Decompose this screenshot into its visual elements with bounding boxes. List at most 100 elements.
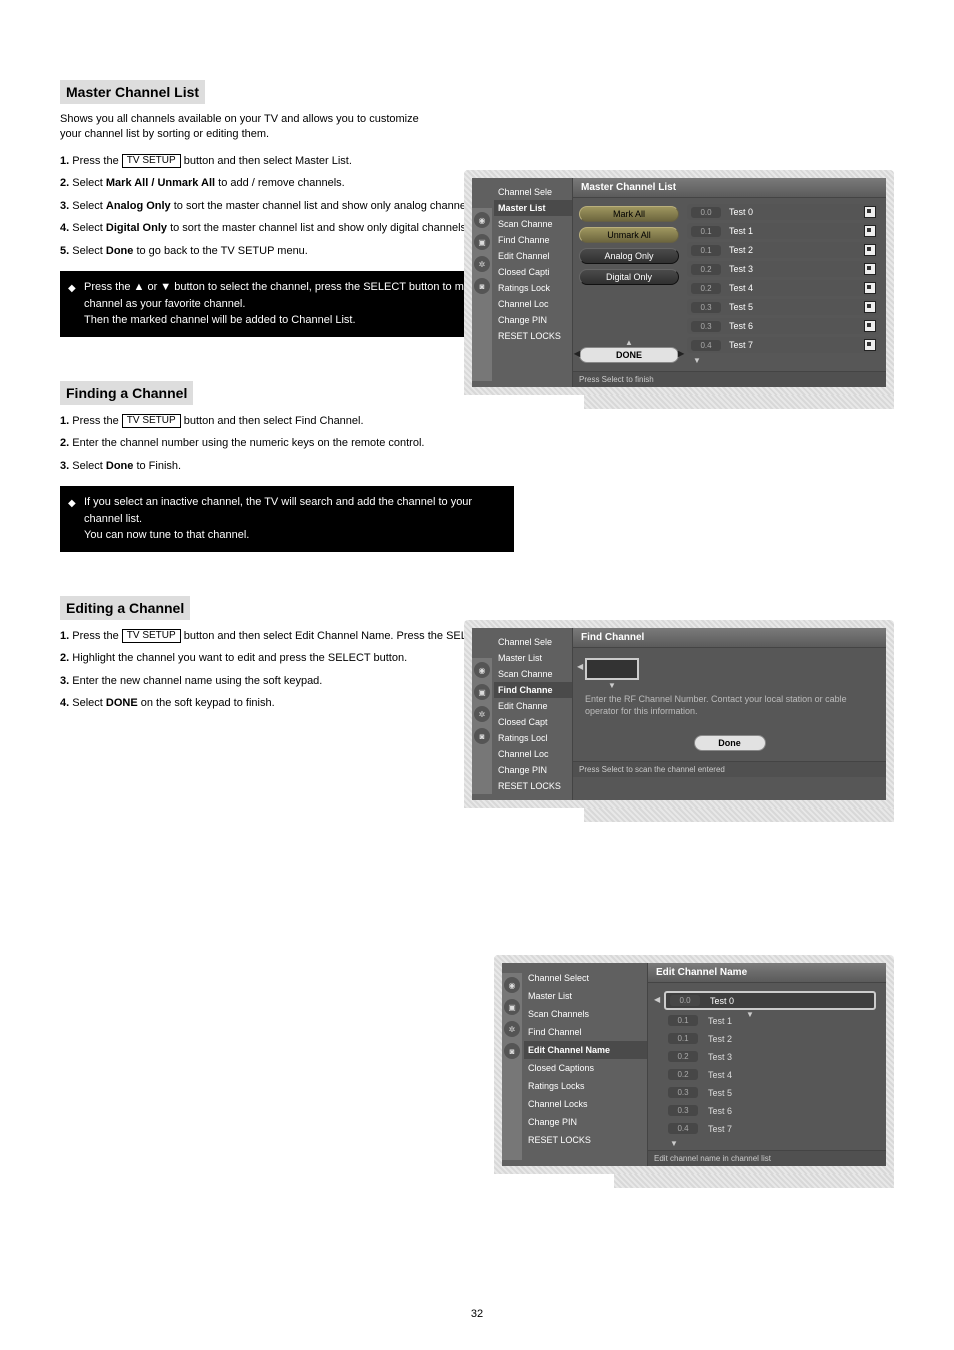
done-button[interactable]: ▲◀DONE▶ [579, 347, 679, 363]
channel-row[interactable]: 0.2Test 4 [664, 1067, 876, 1082]
sidebar-item[interactable]: Scan Channe [494, 666, 572, 682]
channel-row[interactable]: 0.2Test 3 [664, 1049, 876, 1064]
filter-button[interactable]: Unmark All [579, 227, 679, 243]
sidebar-item[interactable]: Channel Loc [494, 746, 572, 762]
right-arrow-icon: ▶ [678, 349, 684, 358]
channel-name: Test 7 [708, 1124, 872, 1134]
sidebar-item[interactable]: Find Channel [524, 1023, 647, 1041]
sidebar-item[interactable]: Find Channe [494, 232, 572, 248]
channel-row[interactable]: 0.4Test 7 [664, 1121, 876, 1136]
checkbox-icon[interactable] [864, 282, 876, 294]
sidebar-item[interactable]: Change PIN [494, 762, 572, 778]
sidebar-item[interactable]: Channel Sele [494, 634, 572, 650]
channel-row[interactable]: 0.2Test 4 [687, 280, 880, 296]
step: 1. Press the TV SETUP button and then se… [60, 153, 894, 170]
channel-number: 0.0 [691, 207, 721, 218]
camera-icon: ◙ [504, 1043, 520, 1059]
sidebar-item[interactable]: Master List [494, 200, 572, 216]
step-num: 1. [60, 415, 69, 427]
note-line: You can now tune to that channel. [84, 527, 504, 544]
screenshot-master: ◉ ▣ ✲ ◙ Channel SeleMaster ListScan Chan… [464, 170, 894, 409]
sidebar-item[interactable]: Ratings Lock [494, 280, 572, 296]
checkbox-icon[interactable] [864, 339, 876, 351]
panel-title: Find Channel [573, 628, 886, 648]
channel-row[interactable]: 0.3Test 6 [664, 1103, 876, 1118]
sidebar-item[interactable]: Change PIN [494, 312, 572, 328]
step: 1. Press the TV SETUP button and then se… [60, 413, 894, 430]
channel-row[interactable]: 0.1 Test 1 [664, 1013, 876, 1028]
diamond-icon: ◆ [68, 496, 76, 511]
hint-bar: Press Select to finish [573, 371, 886, 387]
channel-name: Test 2 [708, 1034, 872, 1044]
note-line: If you select an inactive channel, the T… [84, 494, 504, 527]
filter-button[interactable]: Digital Only [579, 269, 679, 285]
channel-number: 0.1 [668, 1015, 698, 1026]
sidebar-item[interactable]: Channel Select [524, 969, 647, 987]
sidebar-item[interactable]: Closed Capt [494, 714, 572, 730]
step-num: 4. [60, 697, 69, 709]
find-help-text: Enter the RF Channel Number. Contact you… [585, 694, 874, 717]
sidebar-item[interactable]: Ratings Locks [524, 1077, 647, 1095]
sidebar-item[interactable]: Channel Loc [494, 296, 572, 312]
channel-name: Test 7 [729, 340, 864, 350]
sidebar-item[interactable]: Channel Locks [524, 1095, 647, 1113]
sidebar-item[interactable]: Channel Sele [494, 184, 572, 200]
sidebar-item[interactable]: Find Channe [494, 682, 572, 698]
done-button[interactable]: Done [694, 735, 766, 751]
sidebar-item[interactable]: Ratings Locl [494, 730, 572, 746]
checkbox-icon[interactable] [864, 244, 876, 256]
channel-row[interactable]: 0.0 Test 0 [687, 204, 880, 220]
channel-row[interactable]: 0.2Test 3 [687, 261, 880, 277]
channel-row[interactable]: ◀0.0Test 0▼ [664, 991, 876, 1010]
gear-icon: ✲ [474, 706, 490, 722]
filter-button[interactable]: Mark All [579, 206, 679, 222]
channel-name: Test 4 [729, 283, 864, 293]
step-num: 3. [60, 675, 69, 687]
steps-find: 1. Press the TV SETUP button and then se… [60, 413, 894, 475]
channel-row[interactable]: 0.3Test 5 [687, 299, 880, 315]
sidebar-item[interactable]: Scan Channe [494, 216, 572, 232]
sidebar-item[interactable]: Edit Channe [494, 698, 572, 714]
panel-title: Master Channel List [573, 178, 886, 198]
sidebar-item[interactable]: Closed Captions [524, 1059, 647, 1077]
channel-row[interactable]: 0.1Test 2 [664, 1031, 876, 1046]
checkbox-icon[interactable] [864, 206, 876, 218]
channel-row[interactable]: 0.3 Test 5 [664, 1085, 876, 1100]
channel-row[interactable]: 0.3Test 6 [687, 318, 880, 334]
sidebar-item[interactable]: Edit Channel Name [524, 1041, 647, 1059]
step-num: 2. [60, 437, 69, 449]
step-num: 5. [60, 245, 69, 257]
note-line: Then the marked channel will be added to… [84, 312, 504, 329]
channel-name: Test 1 [708, 1016, 872, 1026]
sidebar-item[interactable]: Master List [524, 987, 647, 1005]
sidebar-item[interactable]: Master List [494, 650, 572, 666]
sidebar-item[interactable]: Scan Channels [524, 1005, 647, 1023]
globe-icon: ◉ [474, 662, 490, 678]
down-arrow-icon: ▼ [687, 356, 880, 365]
channel-row[interactable]: 0.1Test 1 [687, 223, 880, 239]
sidebar-item[interactable]: Change PIN [524, 1113, 647, 1131]
channel-number: 0.1 [691, 226, 721, 237]
channel-row[interactable]: 0.1Test 2 [687, 242, 880, 258]
filter-button[interactable]: Analog Only [579, 248, 679, 264]
channel-row[interactable]: 0.4Test 7 [687, 337, 880, 353]
channel-number: 0.1 [691, 245, 721, 256]
rf-input[interactable]: ◀ ▼ [585, 658, 639, 680]
step: 2. Enter the channel number using the nu… [60, 435, 894, 452]
checkbox-icon[interactable] [864, 320, 876, 332]
sidebar-item[interactable]: Edit Channel [494, 248, 572, 264]
sidebar-item[interactable]: RESET LOCKS [524, 1131, 647, 1149]
checkbox-icon[interactable] [864, 263, 876, 275]
channel-name: Test 5 [708, 1088, 872, 1098]
sidebar-item[interactable]: RESET LOCKS [494, 778, 572, 794]
sidebar-item[interactable]: Closed Capti [494, 264, 572, 280]
channel-number: 0.3 [668, 1105, 698, 1116]
channel-number: 0.2 [668, 1051, 698, 1062]
checkbox-icon[interactable] [864, 301, 876, 313]
hatch-bg: ◉ ▣ ✲ ◙ Channel SeleMaster ListScan Chan… [464, 170, 894, 395]
checkbox-icon[interactable] [864, 225, 876, 237]
channel-number: 0.3 [668, 1087, 698, 1098]
channel-name: Test 4 [708, 1070, 872, 1080]
channel-name: Test 0 [729, 207, 864, 217]
sidebar-item[interactable]: RESET LOCKS [494, 328, 572, 344]
